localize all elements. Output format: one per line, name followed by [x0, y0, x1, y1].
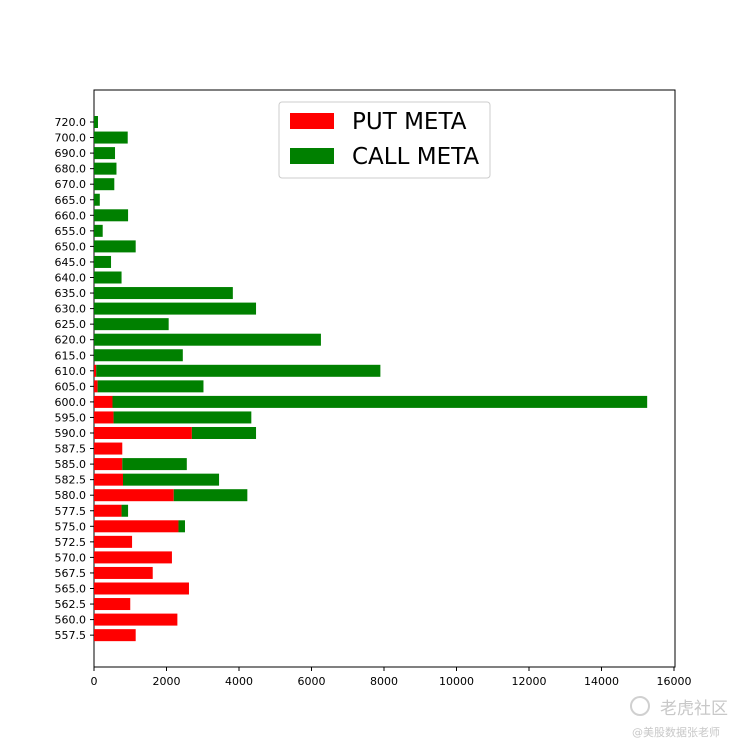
legend: PUT META CALL META	[278, 101, 491, 179]
call-bar-605.0	[97, 380, 204, 393]
put-bar-557.5	[94, 629, 136, 642]
put-bar-560.0	[94, 613, 178, 626]
call-bar-630.0	[94, 302, 257, 315]
y-tick-label: 565.0	[55, 583, 87, 596]
call-bar-635.0	[94, 287, 233, 300]
call-bar-700.0	[94, 131, 128, 144]
y-tick-label: 680.0	[55, 163, 87, 176]
put-bar-587.5	[94, 442, 123, 455]
y-tick-label: 630.0	[55, 303, 87, 316]
y-tick-label: 577.5	[55, 505, 87, 518]
y-tick-label: 640.0	[55, 272, 87, 285]
call-bar-720.0	[94, 116, 98, 128]
y-tick-label: 635.0	[55, 287, 87, 300]
call-bar-645.0	[94, 255, 112, 268]
put-bar-585.0	[94, 458, 123, 471]
y-tick-label: 582.5	[55, 474, 87, 487]
watermark-sub: @美股数据张老师	[632, 726, 720, 739]
put-bar-577.5	[94, 504, 122, 517]
watermark-logo-icon	[630, 696, 650, 716]
call-bar-690.0	[94, 147, 116, 160]
call-bar-585.0	[122, 458, 187, 471]
y-tick-label: 557.5	[55, 629, 87, 642]
y-tick-label: 580.0	[55, 489, 87, 502]
put-bar-590.0	[94, 427, 192, 439]
put-bar-575.0	[94, 520, 179, 533]
x-tick-label: 6000	[298, 675, 326, 688]
legend-swatch-call	[290, 148, 334, 164]
y-tick-label: 570.0	[55, 551, 87, 564]
call-bar-615.0	[94, 349, 183, 362]
y-tick-label: 720.0	[55, 116, 87, 129]
y-tick-label: 610.0	[55, 365, 87, 378]
legend-label-put: PUT META	[352, 109, 467, 135]
call-bar-680.0	[94, 162, 117, 175]
y-tick-label: 590.0	[55, 427, 87, 440]
y-tick-label: 690.0	[55, 147, 87, 160]
y-tick-label: 615.0	[55, 349, 87, 362]
y-tick-label: 587.5	[55, 443, 87, 456]
bars-group	[94, 116, 648, 642]
y-tick-label: 560.0	[55, 614, 87, 627]
put-bar-580.0	[94, 489, 174, 502]
put-bar-610.0	[94, 364, 97, 377]
x-axis: 0 2000 4000 6000 8000 10000 12000 14000 16000	[91, 667, 692, 688]
x-tick-label: 2000	[153, 675, 181, 688]
call-bar-650.0	[94, 240, 136, 253]
put-bar-567.5	[94, 566, 153, 579]
y-tick-label: 585.0	[55, 458, 87, 471]
x-tick-label: 16000	[657, 675, 692, 688]
y-tick-label: 645.0	[55, 256, 87, 269]
x-tick-label: 14000	[584, 675, 619, 688]
call-bar-660.0	[94, 209, 129, 222]
call-bar-590.0	[191, 427, 257, 439]
put-bar-600.0	[94, 395, 113, 408]
x-tick-label: 4000	[225, 675, 253, 688]
call-bar-625.0	[94, 318, 169, 331]
call-bar-595.0	[113, 411, 252, 424]
x-tick-label: 8000	[370, 675, 398, 688]
y-tick-label: 567.5	[55, 567, 87, 580]
put-bar-570.0	[94, 551, 172, 564]
call-bar-665.0	[94, 193, 100, 206]
y-tick-label: 670.0	[55, 178, 87, 191]
y-tick-label: 600.0	[55, 396, 87, 409]
y-tick-label: 660.0	[55, 209, 87, 222]
y-tick-label: 562.5	[55, 598, 87, 611]
y-tick-label: 650.0	[55, 240, 87, 253]
call-bar-577.5	[121, 504, 129, 517]
y-tick-label: 572.5	[55, 536, 87, 549]
y-tick-label: 665.0	[55, 194, 87, 207]
y-tick-label: 575.0	[55, 520, 87, 533]
x-tick-label: 0	[91, 675, 98, 688]
put-bar-595.0	[94, 411, 114, 424]
y-tick-label: 605.0	[55, 380, 87, 393]
legend-swatch-put	[290, 113, 334, 129]
legend-label-call: CALL META	[352, 144, 479, 170]
call-bar-600.0	[112, 395, 648, 408]
y-tick-label: 595.0	[55, 411, 87, 424]
y-tick-label: 625.0	[55, 318, 87, 331]
call-bar-582.5	[123, 473, 220, 486]
put-bar-565.0	[94, 582, 189, 595]
y-tick-label: 620.0	[55, 334, 87, 347]
call-bar-655.0	[94, 224, 103, 237]
x-tick-label: 12000	[512, 675, 547, 688]
call-bar-580.0	[173, 489, 248, 502]
call-bar-640.0	[94, 271, 122, 284]
call-bar-575.0	[178, 520, 185, 533]
call-bar-610.0	[96, 364, 381, 377]
y-tick-label: 655.0	[55, 225, 87, 238]
watermark-main: 老虎社区	[660, 699, 728, 719]
x-tick-label: 10000	[439, 675, 474, 688]
put-bar-572.5	[94, 535, 133, 548]
y-axis: 557.5 560.0 562.5 565.0 567.5 570.0 572.5 575.0…	[55, 116, 94, 642]
y-tick-label: 700.0	[55, 132, 87, 145]
call-bar-620.0	[94, 333, 321, 346]
call-bar-670.0	[94, 178, 115, 191]
put-bar-605.0	[94, 380, 98, 393]
put-bar-582.5	[94, 473, 123, 486]
put-bar-562.5	[94, 598, 131, 611]
